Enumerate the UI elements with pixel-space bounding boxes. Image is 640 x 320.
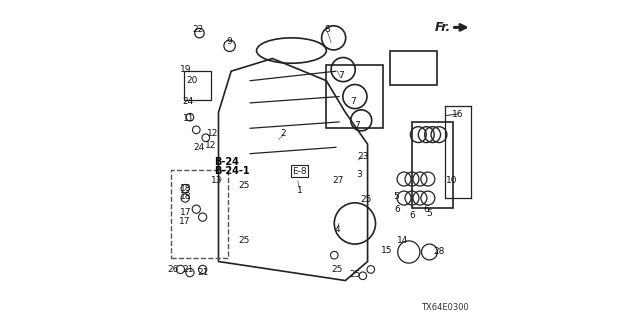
Text: 7: 7 (351, 97, 356, 106)
Text: 25: 25 (349, 270, 360, 279)
Text: Fr.: Fr. (435, 21, 451, 34)
Text: 25: 25 (360, 195, 372, 204)
Text: 2: 2 (281, 129, 286, 138)
Text: 6: 6 (424, 205, 429, 214)
Text: 17: 17 (180, 208, 192, 217)
Text: B-24: B-24 (214, 156, 239, 167)
Text: 11: 11 (182, 114, 194, 123)
Text: 7: 7 (338, 71, 344, 80)
Text: 21: 21 (197, 268, 208, 277)
Text: TX64E0300: TX64E0300 (421, 303, 469, 312)
Text: 7: 7 (355, 121, 360, 130)
Text: 12: 12 (205, 141, 216, 150)
Text: 12: 12 (207, 129, 218, 138)
Text: 28: 28 (433, 247, 445, 257)
Text: 9: 9 (227, 36, 232, 45)
Text: 19: 19 (180, 65, 192, 74)
Text: 1: 1 (296, 186, 302, 195)
Text: 3: 3 (356, 170, 362, 179)
Text: 25: 25 (332, 265, 343, 274)
Text: 18: 18 (180, 192, 192, 201)
Text: 18: 18 (180, 184, 192, 193)
Text: 15: 15 (381, 246, 392, 255)
Text: 20: 20 (186, 76, 198, 85)
Text: 16: 16 (452, 109, 464, 118)
Text: 6: 6 (395, 205, 401, 214)
Text: E-8: E-8 (292, 167, 307, 176)
Text: 24: 24 (182, 97, 193, 106)
Text: 14: 14 (397, 236, 408, 245)
Text: 21: 21 (182, 265, 194, 274)
Text: 10: 10 (446, 176, 458, 185)
Bar (171, 170, 228, 258)
Text: 27: 27 (333, 176, 344, 185)
Text: 26: 26 (168, 265, 179, 274)
Text: 4: 4 (335, 225, 340, 234)
Text: 5: 5 (393, 192, 399, 201)
Text: 25: 25 (238, 236, 250, 245)
Text: 24: 24 (194, 143, 205, 152)
Text: 17: 17 (179, 217, 190, 226)
Text: 6: 6 (409, 211, 415, 220)
Text: B-24-1: B-24-1 (214, 166, 250, 176)
Text: 22: 22 (192, 25, 204, 35)
Text: 23: 23 (357, 152, 369, 161)
Text: 8: 8 (324, 25, 330, 35)
Text: 25: 25 (238, 181, 250, 190)
Text: 13: 13 (211, 176, 223, 185)
Text: 5: 5 (427, 209, 432, 219)
